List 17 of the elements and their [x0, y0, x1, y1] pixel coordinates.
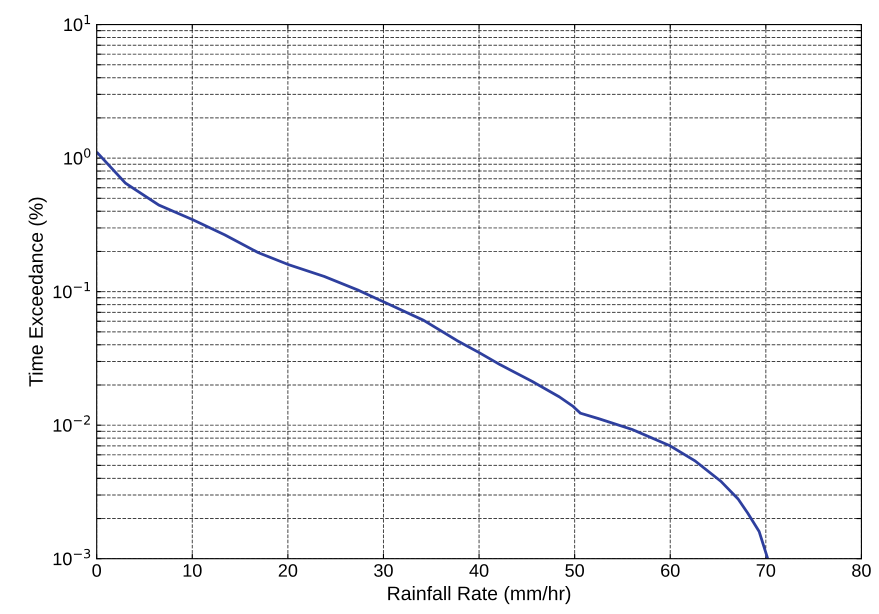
y-tick-label: 10$^{−1}$: [54, 282, 90, 298]
x-axis-title: Rainfall Rate (mm/hr): [388, 586, 570, 604]
x-tick-label: 80: [852, 564, 871, 577]
y-tick-label: 10$^{1}$: [64, 14, 90, 32]
x-tick-label: 70: [756, 564, 776, 577]
y-tick-label: 10$^{−2}$: [54, 415, 90, 432]
x-tick-label: 60: [661, 564, 680, 577]
y-axis-title: Time Exceedance (%): [28, 198, 47, 386]
x-tick-label: 10: [184, 564, 202, 577]
line-series: [96, 152, 770, 559]
x-tick-label: 40: [469, 564, 488, 577]
y-tick-label: 10$^{0}$: [64, 148, 90, 165]
x-tick-label: 20: [278, 564, 298, 577]
x-tick-label: 50: [565, 564, 584, 577]
x-tick-label: 30: [374, 564, 393, 577]
x-tick-label: 0: [92, 564, 102, 577]
y-tick-label: 10$^{−3}$: [54, 548, 90, 566]
